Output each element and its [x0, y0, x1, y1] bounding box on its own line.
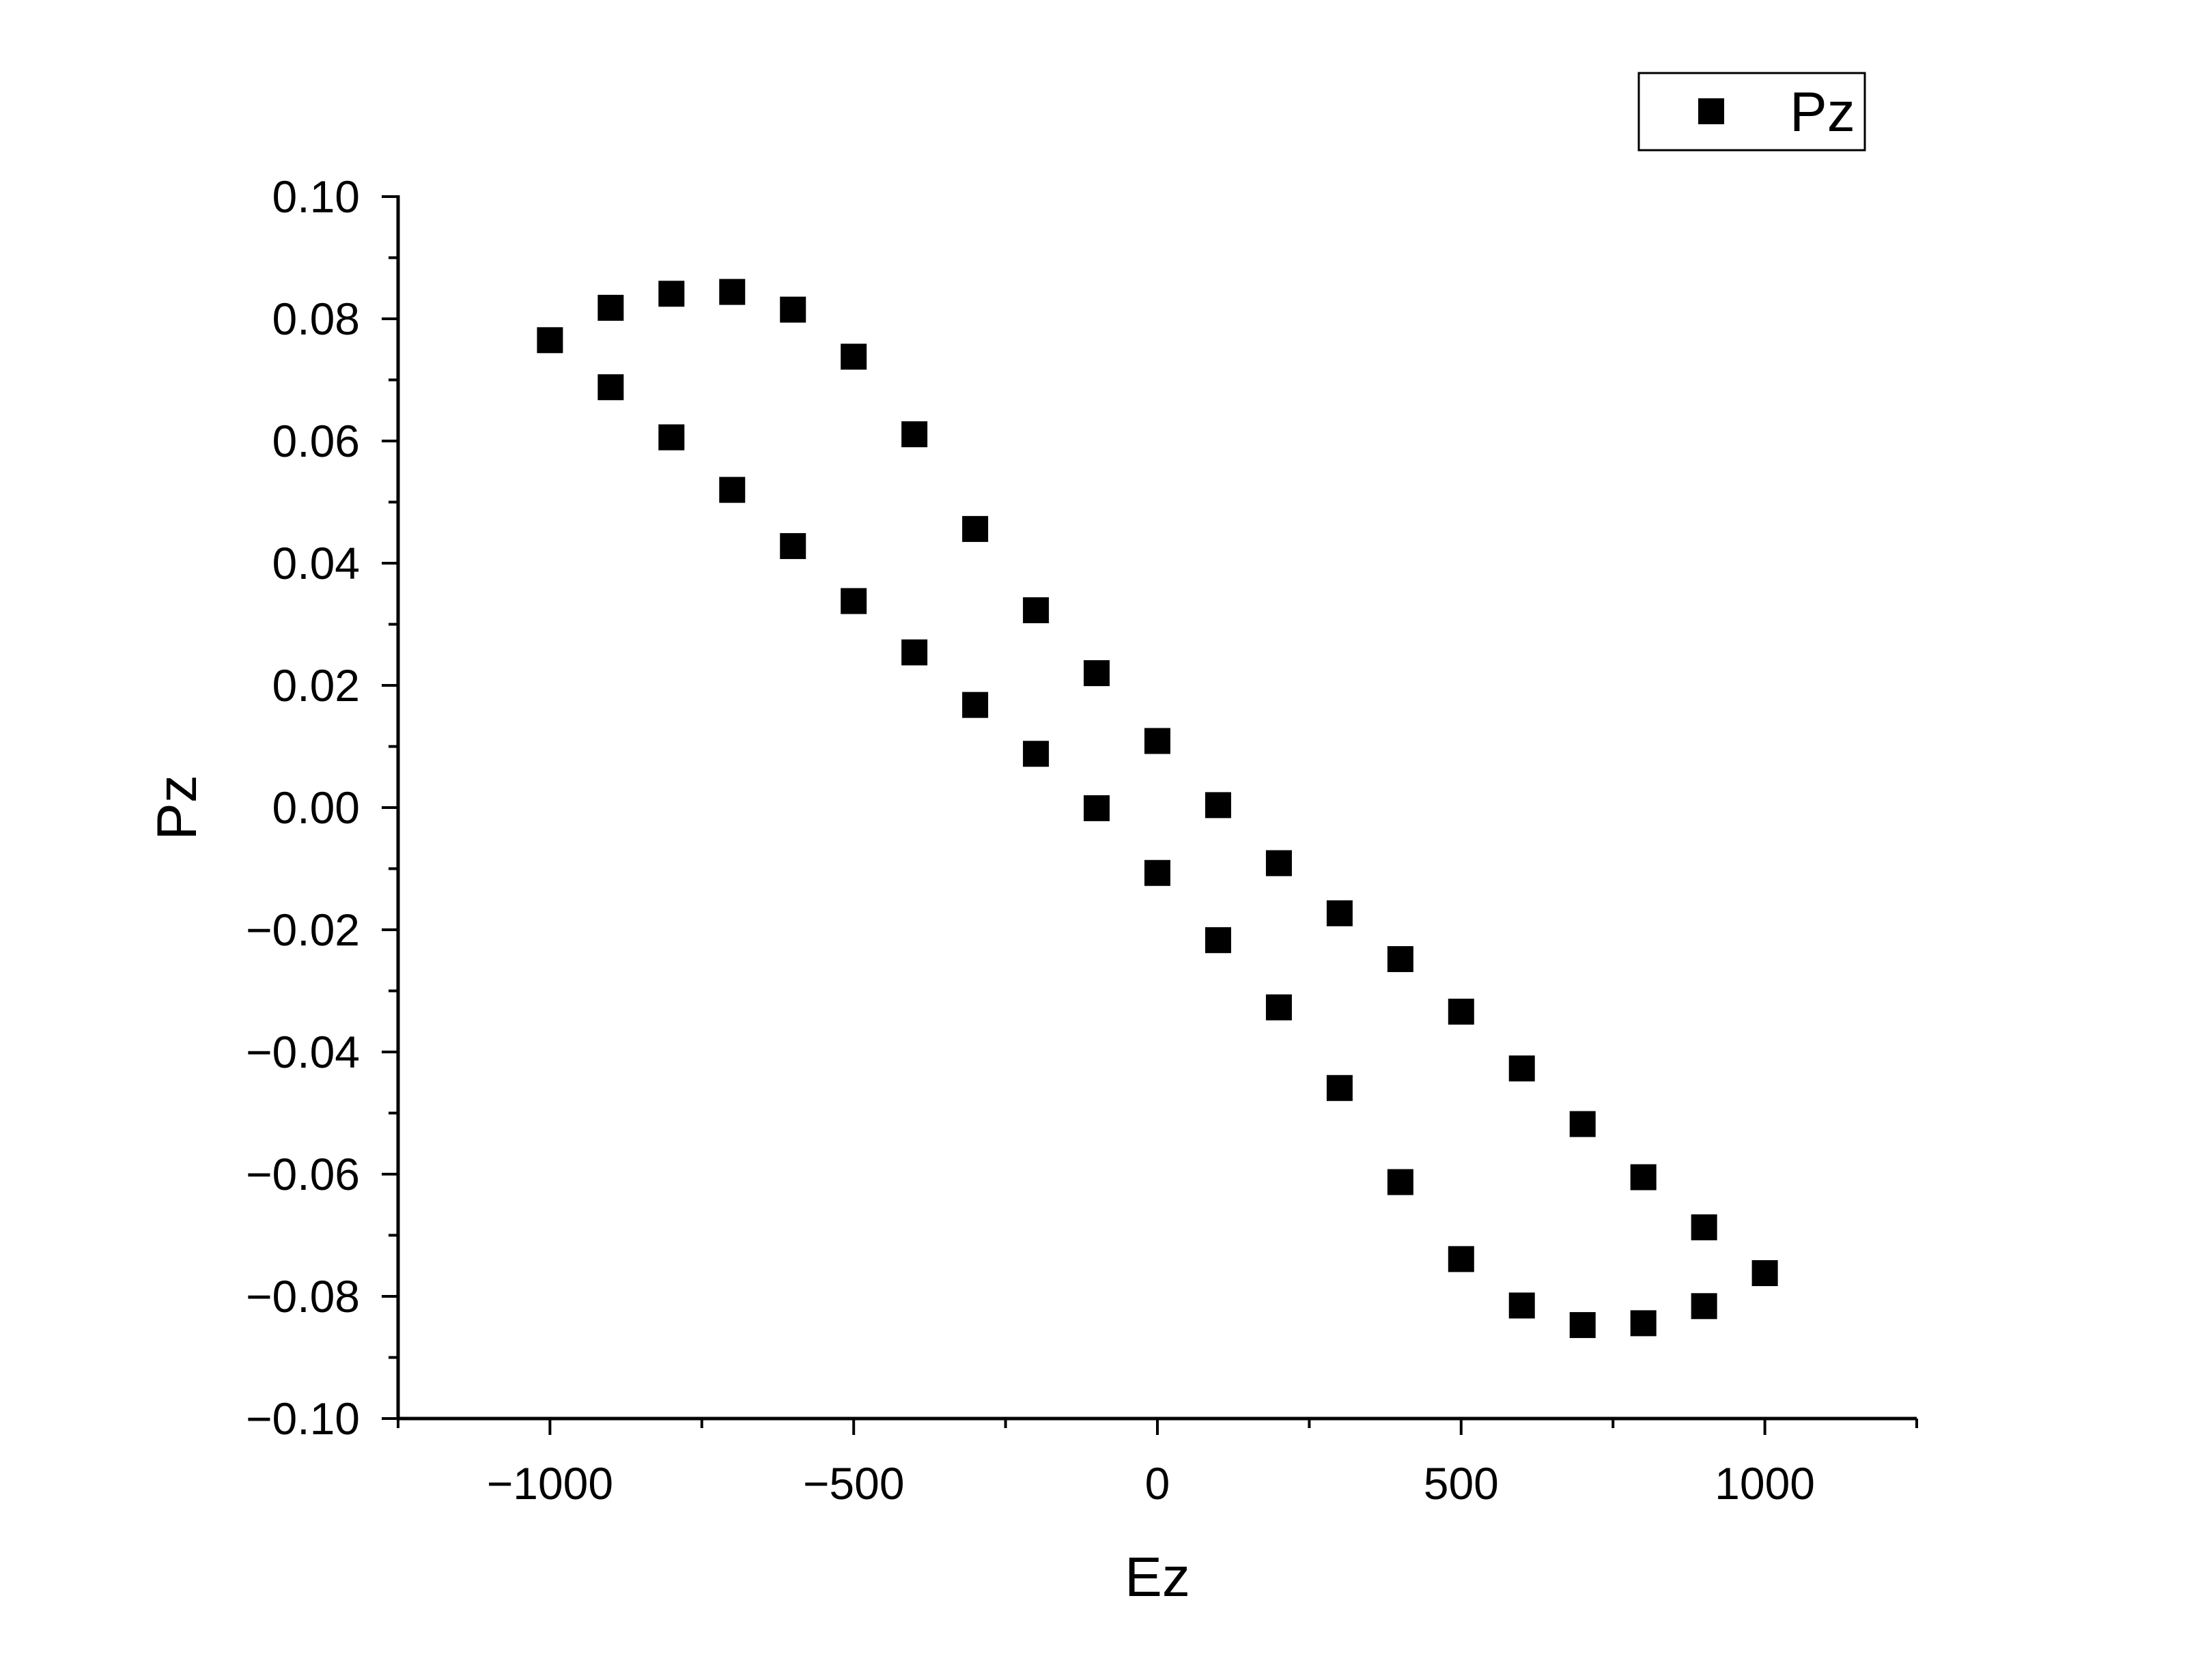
data-point	[1205, 927, 1231, 954]
data-point	[962, 515, 989, 542]
legend-box	[1637, 72, 1866, 152]
data-point	[901, 639, 928, 666]
y-axis: 0.10 0.08 0.06 0.04 0.02 0.00 −0.02 −0.04 −0.06 −…	[246, 171, 400, 1444]
x-axis: −1000 −500 0 500 1000	[397, 1416, 1918, 1509]
data-point	[780, 296, 806, 323]
data-point	[1569, 1111, 1596, 1137]
y-tick-label: 0.04	[272, 538, 360, 588]
data-point	[1023, 597, 1050, 623]
y-tick-label: −0.06	[246, 1149, 360, 1199]
data-point	[1691, 1214, 1717, 1240]
y-tick-label: 0.08	[272, 294, 360, 344]
data-point	[1387, 945, 1413, 972]
y-tick-label: 0.06	[272, 416, 360, 466]
data-point	[1326, 900, 1353, 926]
data-point	[1205, 792, 1231, 818]
data-point	[1448, 1246, 1474, 1272]
y-tick-label: −0.02	[246, 905, 360, 955]
data-point	[537, 327, 563, 354]
data-point	[658, 424, 685, 451]
x-tick-label: 500	[1424, 1458, 1499, 1509]
legend-marker	[1698, 98, 1724, 124]
data-point	[1387, 1169, 1413, 1195]
x-axis-label: Ez	[1125, 1546, 1190, 1608]
data-point	[1265, 994, 1292, 1021]
y-tick-label: −0.08	[246, 1271, 360, 1322]
y-tick-label: 0.10	[272, 171, 360, 222]
data-point	[841, 588, 867, 614]
data-point	[1448, 998, 1474, 1025]
data-point	[597, 294, 624, 321]
x-tick-label: 1000	[1715, 1458, 1815, 1509]
data-point	[719, 476, 746, 503]
data-point	[1508, 1292, 1535, 1319]
legend-entry-pz: Pz	[1790, 81, 1855, 143]
data-point	[962, 692, 989, 718]
data-point	[901, 421, 928, 448]
data-point	[1023, 741, 1050, 767]
data-point	[1326, 1074, 1353, 1101]
y-tick-label: −0.10	[246, 1393, 360, 1444]
data-point	[1144, 859, 1170, 886]
data-point	[1569, 1312, 1596, 1339]
data-point	[780, 532, 806, 559]
data-point	[1751, 1259, 1778, 1286]
data-point	[1084, 660, 1110, 687]
y-axis-label: Pz	[146, 775, 208, 840]
y-tick-label: 0.00	[272, 782, 360, 833]
data-point	[658, 281, 685, 307]
data-point	[1265, 850, 1292, 877]
data-point	[841, 343, 867, 370]
y-tick-label: −0.04	[246, 1027, 360, 1077]
data-point	[1508, 1055, 1535, 1082]
x-tick-label: −1000	[487, 1458, 613, 1509]
y-tick-label: 0.02	[272, 660, 360, 711]
x-tick-label: −500	[803, 1458, 905, 1509]
x-tick-label: 0	[1145, 1458, 1170, 1509]
data-point	[719, 279, 746, 305]
data-point	[1144, 728, 1170, 754]
data-point	[597, 374, 624, 401]
data-point	[1630, 1310, 1657, 1337]
data-point	[1630, 1164, 1657, 1191]
legend: Pz	[1637, 72, 1866, 152]
data-point	[1691, 1293, 1717, 1320]
data-point	[1084, 795, 1110, 821]
data-points	[537, 279, 1778, 1339]
